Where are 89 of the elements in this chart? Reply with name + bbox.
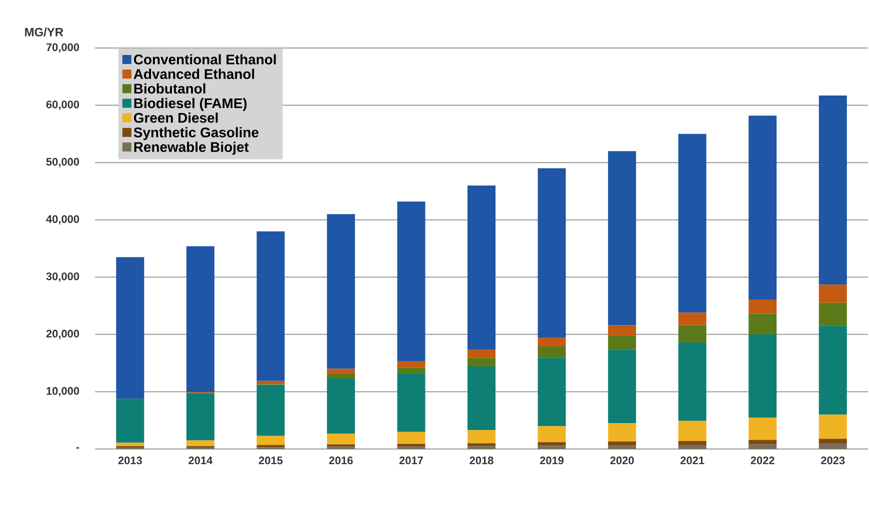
- bar: [608, 442, 636, 446]
- bar: [678, 342, 706, 421]
- bar: [678, 312, 706, 326]
- bar: [256, 436, 285, 445]
- bar: [608, 423, 636, 442]
- bar: [326, 378, 355, 434]
- y-tick-label: 10,000: [46, 387, 80, 396]
- bar: [818, 438, 847, 444]
- legend-label: Advanced Ethanol: [134, 68, 254, 80]
- bar: [326, 374, 355, 379]
- bar: [818, 302, 847, 326]
- bar: [678, 420, 706, 441]
- bar: [818, 414, 847, 439]
- legend-label: Biodiesel (FAME): [134, 98, 247, 111]
- bar: [818, 284, 847, 303]
- bar: [468, 430, 496, 444]
- bar: [608, 336, 636, 350]
- bar: [748, 417, 777, 440]
- bar: [468, 350, 496, 358]
- y-tick-label: -: [76, 447, 80, 449]
- x-tick-label: 2015: [258, 456, 283, 464]
- bar: [256, 380, 285, 384]
- bar: [538, 358, 566, 426]
- bar: [538, 442, 566, 446]
- bar: [116, 398, 144, 443]
- bar: [397, 373, 426, 432]
- x-tick-label: 2016: [329, 456, 353, 464]
- bar: [468, 358, 496, 367]
- bar: [608, 151, 636, 326]
- x-tick-label: 2017: [399, 456, 423, 464]
- x-tick-label: 2014: [188, 456, 213, 464]
- y-tick-label: 60,000: [46, 100, 80, 110]
- bar: [678, 444, 706, 449]
- bar: [818, 444, 847, 449]
- bar: [748, 334, 777, 418]
- bar: [397, 202, 426, 362]
- legend-label: Biobutanol: [134, 83, 206, 94]
- bar: [397, 432, 426, 444]
- legend-label: Green Diesel: [134, 112, 218, 123]
- x-tick-label: 2013: [118, 456, 142, 464]
- legend-label: Conventional Ethanol: [134, 54, 276, 64]
- bar: [538, 338, 566, 346]
- bar: [256, 384, 285, 436]
- bar: [608, 350, 636, 424]
- y-tick-label: 50,000: [46, 158, 80, 168]
- legend-label: Renewable Biojet: [134, 142, 249, 155]
- bar: [326, 434, 355, 444]
- legend-label: Synthetic Gasoline: [134, 127, 258, 140]
- bar: [818, 326, 847, 415]
- bar: [186, 246, 214, 392]
- bar: [748, 440, 777, 444]
- bar: [116, 442, 144, 446]
- bar: [678, 440, 706, 445]
- bar: [748, 116, 777, 300]
- bar: [116, 257, 144, 399]
- bar: [256, 231, 285, 381]
- y-axis-title: MG/YR: [25, 28, 64, 36]
- bar: [608, 446, 636, 449]
- bar: [397, 368, 426, 374]
- x-tick-label: 2021: [680, 456, 704, 464]
- bar: [326, 214, 355, 369]
- bar: [468, 185, 496, 350]
- bar: [186, 393, 214, 440]
- bar: [326, 368, 355, 374]
- y-tick-label: 30,000: [46, 272, 80, 282]
- bar: [748, 314, 777, 334]
- bar: [538, 426, 566, 442]
- bar: [397, 361, 426, 368]
- bar: [678, 325, 706, 342]
- bar: [468, 366, 496, 430]
- bar: [538, 168, 566, 338]
- x-tick-label: 2023: [821, 456, 845, 464]
- y-tick-label: 40,000: [46, 215, 80, 225]
- y-tick-label: 20,000: [46, 330, 80, 340]
- bar: [748, 299, 777, 314]
- bar: [186, 440, 214, 446]
- bar: [256, 444, 285, 448]
- bar: [608, 325, 636, 336]
- bar: [748, 444, 777, 449]
- bar: [468, 446, 496, 449]
- bar: [818, 96, 847, 285]
- bar: [678, 134, 706, 313]
- y-tick-label: 70,000: [46, 43, 80, 53]
- x-tick-label: 2022: [750, 456, 774, 464]
- bar: [538, 446, 566, 449]
- x-tick-label: 2018: [470, 456, 494, 464]
- bar: [538, 346, 566, 358]
- x-tick-label: 2019: [540, 456, 564, 464]
- x-tick-label: 2020: [610, 456, 634, 464]
